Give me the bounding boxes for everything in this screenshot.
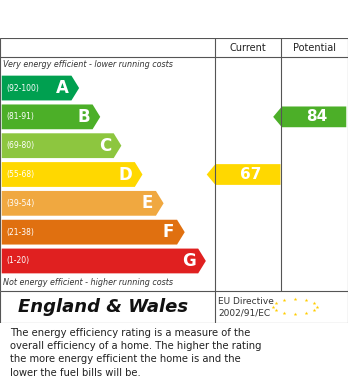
Polygon shape (2, 75, 79, 100)
Text: The energy efficiency rating is a measure of the
overall efficiency of a home. T: The energy efficiency rating is a measur… (10, 328, 262, 378)
Text: F: F (163, 223, 174, 241)
Text: England & Wales: England & Wales (18, 298, 188, 316)
Polygon shape (2, 133, 121, 158)
Polygon shape (273, 106, 346, 127)
Text: EU Directive: EU Directive (218, 297, 274, 306)
Text: Potential: Potential (293, 43, 336, 53)
Text: G: G (182, 252, 196, 270)
Polygon shape (2, 249, 206, 273)
Text: (1-20): (1-20) (6, 256, 29, 265)
Text: 2002/91/EC: 2002/91/EC (218, 308, 270, 317)
Text: Current: Current (230, 43, 266, 53)
Text: E: E (142, 194, 153, 212)
Text: B: B (77, 108, 90, 126)
Polygon shape (207, 164, 280, 185)
Text: Not energy efficient - higher running costs: Not energy efficient - higher running co… (3, 278, 174, 287)
Text: (21-38): (21-38) (6, 228, 34, 237)
Text: (69-80): (69-80) (6, 141, 34, 150)
Text: C: C (99, 137, 111, 155)
Polygon shape (2, 104, 100, 129)
Text: (39-54): (39-54) (6, 199, 34, 208)
Text: 84: 84 (306, 109, 327, 124)
Polygon shape (2, 220, 185, 244)
Text: (81-91): (81-91) (6, 112, 34, 121)
Text: Very energy efficient - lower running costs: Very energy efficient - lower running co… (3, 60, 173, 69)
Polygon shape (2, 191, 164, 216)
Text: (92-100): (92-100) (6, 84, 39, 93)
Polygon shape (2, 162, 142, 187)
Text: D: D (118, 165, 132, 183)
Text: A: A (56, 79, 69, 97)
Text: 67: 67 (240, 167, 261, 182)
Text: Energy Efficiency Rating: Energy Efficiency Rating (10, 13, 220, 27)
Text: (55-68): (55-68) (6, 170, 34, 179)
